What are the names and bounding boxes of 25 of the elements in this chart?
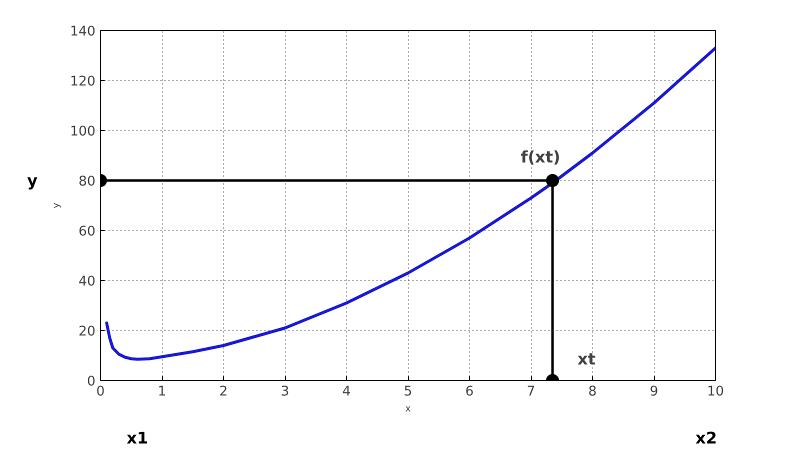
x-tick-label: 3 — [280, 384, 290, 400]
y-tick-label: 120 — [70, 74, 96, 90]
x-tick-label: 2 — [219, 384, 228, 400]
x-tick-label: 1 — [158, 384, 166, 400]
x-tick-label: 6 — [465, 384, 474, 400]
y-tick-label: 0 — [87, 374, 96, 390]
y-tick-label: 80 — [78, 174, 96, 190]
x-tick-label: 7 — [526, 384, 536, 400]
y-tick-label: 40 — [78, 274, 96, 290]
y-axis-title: y — [51, 202, 62, 208]
text: x1 — [126, 428, 148, 448]
annotation: f(xt) — [520, 148, 560, 166]
x-tick-label: 8 — [588, 384, 597, 400]
y-tick-label: 100 — [70, 124, 96, 140]
x-tick-label: 9 — [650, 384, 658, 400]
y-tick-label: 140 — [70, 24, 96, 40]
x-tick-label: 4 — [342, 384, 351, 400]
x-tick-label: 10 — [707, 384, 724, 400]
y-tick-label: 20 — [78, 324, 96, 340]
y-tick-label: 60 — [78, 224, 96, 240]
x-tick-label: 5 — [404, 384, 412, 400]
annotation: xt — [578, 350, 596, 368]
text: x2 — [696, 428, 717, 448]
text: y — [27, 171, 38, 190]
x-axis-title: x — [405, 404, 412, 414]
